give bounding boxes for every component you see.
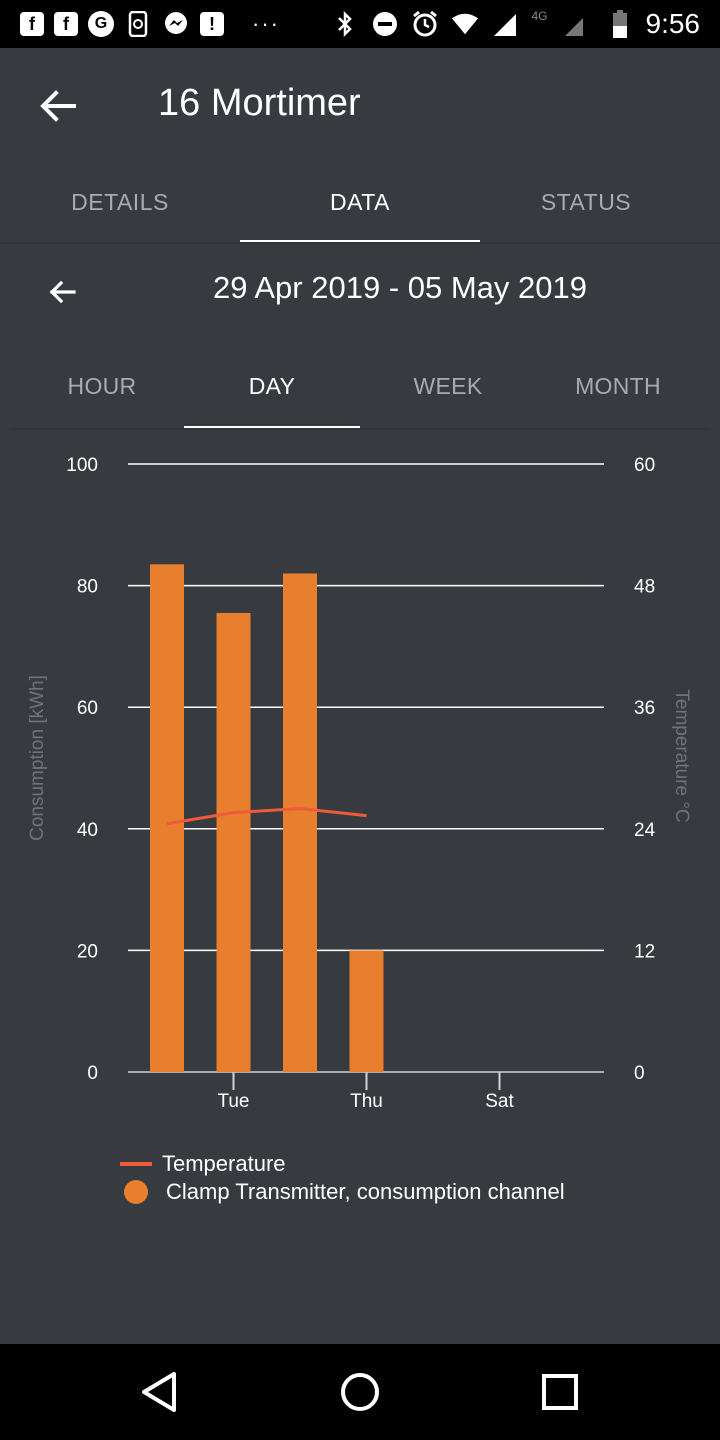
y-tick-label: 100 (66, 455, 98, 476)
back-triangle-icon (142, 1372, 176, 1412)
date-range: 29 Apr 2019 - 05 May 2019 (213, 270, 587, 305)
y2-tick-label: 24 (634, 820, 656, 841)
tab-month[interactable]: MONTH (575, 372, 661, 399)
legend-label: Clamp Transmitter, consumption channel (166, 1179, 565, 1204)
y-tick-label: 20 (77, 941, 98, 962)
page-title: 16 Mortimer (158, 82, 361, 124)
legend-item-temperature: Temperature (120, 1150, 680, 1178)
system-nav-bar (0, 1344, 720, 1440)
back-button[interactable] (36, 84, 80, 128)
arrow-left-icon (49, 280, 76, 304)
alarm-icon (411, 10, 439, 38)
nav-back-button[interactable] (136, 1368, 184, 1416)
legend-line-marker (120, 1162, 152, 1166)
nav-home-button[interactable] (336, 1368, 384, 1416)
chart-bar (349, 950, 384, 1072)
wifi-icon (451, 10, 479, 38)
phone-sync-icon (124, 10, 152, 38)
chart-svg: 0 20 40 60 80 100 0 12 24 36 48 60 Consumption [kWh]… (27, 455, 692, 1112)
more-dots-icon: ··· (252, 11, 280, 36)
app-bar: 16 Mortimer (0, 48, 720, 160)
main-tabs: DETAILS DATA STATUS (0, 160, 720, 244)
period-tabs-divider (10, 428, 710, 430)
clock: 9:56 (645, 8, 701, 39)
bluetooth-icon (331, 10, 359, 38)
alert-icon: ! (200, 12, 224, 36)
tab-day[interactable]: DAY (248, 372, 296, 399)
battery-icon (606, 10, 634, 38)
legend-dot-marker (124, 1180, 148, 1204)
do-not-disturb-icon (371, 10, 399, 38)
tab-hour[interactable]: HOUR (67, 372, 137, 399)
period-tabs: HOUR DAY WEEK MONTH (10, 346, 710, 430)
tab-status[interactable]: STATUS (540, 188, 632, 215)
chart-legend: Temperature Clamp Transmitter, consumpti… (120, 1150, 680, 1206)
y-axis-title: Consumption [kWh] (27, 675, 48, 841)
y2-tick-label: 0 (634, 1063, 645, 1084)
y2-axis-title: Temperature °C (671, 689, 692, 822)
facebook-icon: f (20, 12, 44, 36)
legend-label: Temperature (162, 1151, 286, 1176)
g-icon: G (88, 11, 114, 37)
y2-tick-label: 12 (634, 941, 655, 962)
chart-bar (150, 564, 184, 1072)
messenger-icon (162, 10, 190, 38)
signal-weak-icon (560, 10, 588, 38)
tab-data[interactable]: DATA (330, 188, 390, 215)
y-tick-label: 80 (77, 577, 98, 598)
y2-tick-label: 36 (634, 698, 655, 719)
status-bar: f f G ! ··· 4G 9: (0, 0, 720, 48)
system-icons: 4G 9:56 (331, 8, 700, 40)
date-navigation: 29 Apr 2019 - 05 May 2019 (0, 244, 720, 334)
tab-week[interactable]: WEEK (413, 372, 483, 399)
tabs-divider (0, 242, 720, 244)
x-tick-label: Tue (217, 1091, 249, 1112)
previous-period-button[interactable] (44, 272, 84, 312)
recents-square-icon (542, 1374, 578, 1410)
y2-tick-label: 48 (634, 577, 655, 598)
notification-icons: f f G ! ··· (20, 10, 280, 38)
legend-item-consumption: Clamp Transmitter, consumption channel (120, 1178, 680, 1206)
x-tick-label: Thu (350, 1091, 383, 1112)
network-type-label: 4G (531, 9, 548, 23)
y-tick-label: 0 (87, 1063, 98, 1084)
chart-bar (216, 612, 251, 1072)
y2-tick-label: 60 (634, 455, 655, 476)
nav-recents-button[interactable] (536, 1368, 584, 1416)
signal-icon (491, 10, 519, 38)
x-tick-label: Sat (485, 1091, 514, 1112)
home-circle-icon (341, 1373, 379, 1411)
y-tick-label: 60 (77, 698, 98, 719)
tab-details[interactable]: DETAILS (71, 188, 169, 215)
temperature-line (166, 807, 367, 826)
consumption-chart: 0 20 40 60 80 100 0 12 24 36 48 60 Consumption [kWh]… (0, 440, 720, 1120)
y-tick-label: 40 (77, 820, 98, 841)
facebook-icon: f (54, 12, 78, 36)
arrow-left-icon (40, 90, 76, 122)
chart-bar (283, 573, 317, 1072)
